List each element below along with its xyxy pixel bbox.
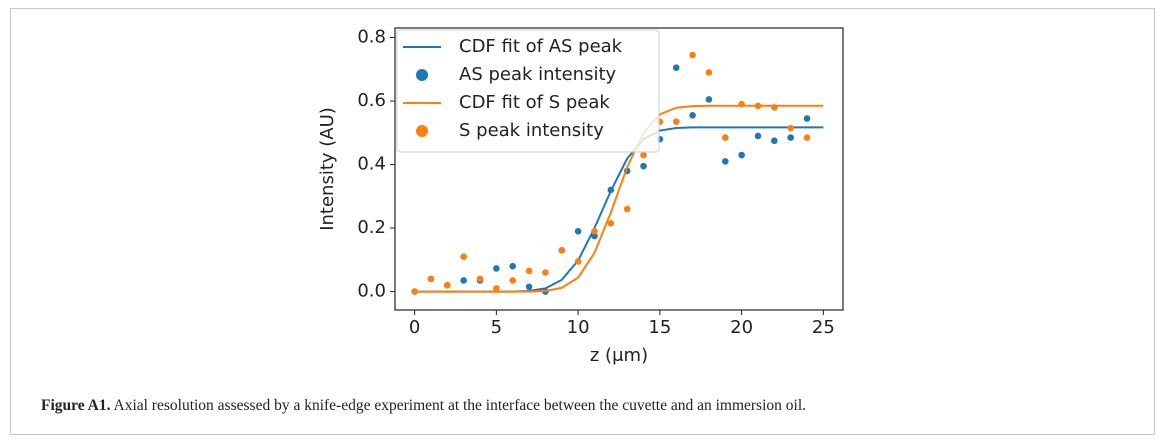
legend-label: S peak intensity — [459, 120, 604, 141]
data-point — [705, 96, 713, 103]
data-point — [738, 151, 745, 159]
data-point — [574, 227, 582, 235]
legend-label: CDF fit of S peak — [459, 92, 610, 113]
data-point — [623, 205, 631, 213]
data-point — [476, 275, 484, 283]
data-point — [574, 258, 582, 265]
caption-label: Figure A1. — [41, 397, 111, 414]
data-point — [460, 253, 467, 260]
data-point — [525, 267, 533, 275]
data-point — [689, 112, 696, 119]
legend-label: CDF fit of AS peak — [459, 36, 623, 57]
y-tick-label: 0.6 — [357, 90, 386, 111]
data-point — [787, 134, 794, 141]
data-point — [640, 151, 647, 159]
data-point — [754, 102, 762, 110]
legend-box — [396, 29, 660, 153]
x-axis-label: z (μm) — [590, 345, 648, 366]
data-point — [787, 124, 794, 132]
data-point — [754, 132, 762, 140]
data-point — [542, 269, 549, 276]
x-tick-label: 10 — [567, 317, 590, 338]
data-point — [607, 220, 615, 227]
legend-marker — [416, 69, 428, 81]
data-point — [803, 134, 811, 141]
caption-text: Axial resolution assessed by a knife-edg… — [114, 397, 807, 414]
y-axis-label: Intensity (AU) — [317, 107, 338, 231]
y-tick-label: 0.0 — [357, 281, 386, 302]
data-point — [771, 104, 778, 111]
data-point — [525, 283, 533, 291]
x-tick-label: 5 — [491, 317, 502, 338]
data-point — [771, 137, 778, 145]
y-tick-label: 0.8 — [357, 27, 386, 48]
data-point — [493, 285, 500, 292]
data-point — [721, 134, 729, 141]
x-tick-label: 20 — [730, 317, 753, 338]
data-point — [558, 246, 566, 254]
data-point — [460, 277, 467, 284]
data-point — [509, 262, 517, 270]
x-tick-label: 25 — [812, 317, 835, 338]
data-point — [803, 115, 811, 122]
legend-label: AS peak intensity — [459, 64, 617, 85]
y-tick-label: 0.2 — [357, 217, 386, 238]
x-tick-label: 0 — [409, 317, 420, 338]
data-point — [509, 277, 517, 284]
data-point — [689, 51, 696, 59]
data-point — [672, 64, 680, 71]
figure-frame — [10, 8, 1155, 435]
data-point — [444, 281, 451, 289]
data-point — [705, 69, 713, 76]
data-point — [591, 227, 598, 235]
axes-frame — [394, 27, 844, 311]
y-tick-label: 0.4 — [357, 154, 386, 175]
x-tick-label: 15 — [648, 317, 671, 338]
data-point — [672, 118, 680, 125]
legend-marker — [416, 125, 428, 137]
data-point — [640, 162, 647, 170]
data-point — [591, 232, 598, 240]
data-point — [607, 186, 615, 194]
data-point — [738, 100, 745, 108]
caption: Figure A1. Axial resolution assessed by … — [41, 397, 806, 414]
data-point — [427, 275, 435, 283]
data-point — [721, 158, 729, 165]
data-point — [493, 265, 500, 272]
data-point — [411, 288, 418, 295]
